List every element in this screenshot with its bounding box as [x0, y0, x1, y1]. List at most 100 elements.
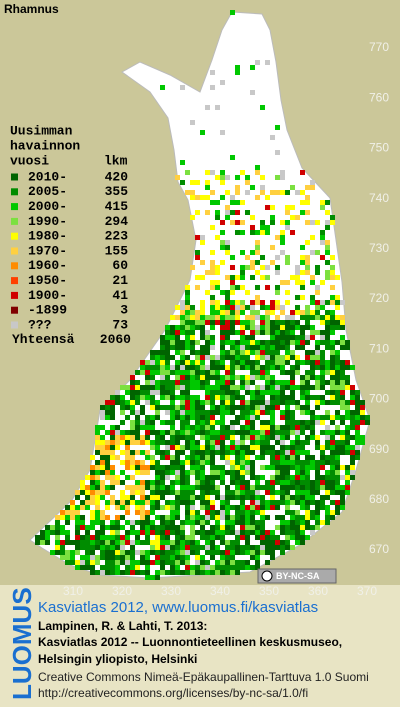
grid-square [230, 345, 235, 350]
grid-square [255, 60, 260, 65]
grid-square [205, 480, 210, 485]
grid-square [320, 505, 325, 510]
grid-square [230, 450, 235, 455]
grid-square [240, 330, 245, 335]
grid-square [230, 360, 235, 365]
grid-square [170, 355, 175, 360]
grid-square [325, 340, 330, 345]
grid-square [345, 340, 350, 345]
grid-square [245, 345, 250, 350]
grid-square [230, 420, 235, 425]
grid-square [220, 170, 225, 175]
grid-square [160, 490, 165, 495]
grid-square [135, 535, 140, 540]
grid-square [205, 270, 210, 275]
grid-square [220, 440, 225, 445]
grid-square [145, 500, 150, 505]
grid-square [215, 570, 220, 575]
grid-square [150, 375, 155, 380]
grid-square [210, 475, 215, 480]
grid-square [335, 385, 340, 390]
grid-square [180, 570, 185, 575]
grid-square [245, 355, 250, 360]
y-axis-label: 690 [369, 442, 389, 456]
grid-square [160, 405, 165, 410]
grid-square [160, 525, 165, 530]
grid-square [305, 385, 310, 390]
grid-square [250, 275, 255, 280]
grid-square [130, 435, 135, 440]
grid-square [210, 365, 215, 370]
grid-square [90, 455, 95, 460]
grid-square [175, 410, 180, 415]
grid-square [190, 460, 195, 465]
legend-heading: havainnon [10, 138, 80, 153]
grid-square [245, 515, 250, 520]
grid-square [320, 445, 325, 450]
grid-square [240, 470, 245, 475]
grid-square [275, 125, 280, 130]
grid-square [110, 425, 115, 430]
grid-square [340, 435, 345, 440]
grid-square [235, 320, 240, 325]
grid-square [180, 555, 185, 560]
license-url[interactable]: http://creativecommons.org/licenses/by-n… [38, 686, 308, 700]
grid-square [350, 425, 355, 430]
grid-square [355, 445, 360, 450]
grid-square [70, 540, 75, 545]
grid-square [135, 450, 140, 455]
grid-square [100, 445, 105, 450]
grid-square [140, 525, 145, 530]
grid-square [260, 500, 265, 505]
grid-square [185, 375, 190, 380]
grid-square [305, 305, 310, 310]
grid-square [245, 180, 250, 185]
grid-square [115, 555, 120, 560]
grid-square [240, 340, 245, 345]
grid-square [215, 450, 220, 455]
grid-square [320, 320, 325, 325]
grid-square [345, 345, 350, 350]
grid-square [305, 475, 310, 480]
grid-square [240, 500, 245, 505]
grid-square [195, 540, 200, 545]
grid-square [235, 505, 240, 510]
grid-square [235, 470, 240, 475]
grid-square [225, 425, 230, 430]
grid-square [305, 405, 310, 410]
grid-square [160, 535, 165, 540]
grid-square [225, 560, 230, 565]
grid-square [180, 365, 185, 370]
grid-square [175, 345, 180, 350]
grid-square [290, 500, 295, 505]
grid-square [275, 475, 280, 480]
grid-square [135, 540, 140, 545]
grid-square [240, 545, 245, 550]
grid-square [225, 305, 230, 310]
grid-square [125, 540, 130, 545]
grid-square [300, 200, 305, 205]
grid-square [290, 450, 295, 455]
grid-square [240, 565, 245, 570]
grid-square [280, 455, 285, 460]
grid-square [275, 300, 280, 305]
grid-square [220, 315, 225, 320]
grid-square [250, 565, 255, 570]
grid-square [180, 430, 185, 435]
grid-square [285, 360, 290, 365]
grid-square [210, 470, 215, 475]
atlas-link[interactable]: Kasviatlas 2012, www.luomus.fi/kasviatla… [38, 599, 318, 616]
grid-square [215, 320, 220, 325]
grid-square [280, 340, 285, 345]
grid-square [210, 515, 215, 520]
grid-square [280, 385, 285, 390]
grid-square [325, 345, 330, 350]
grid-square [315, 305, 320, 310]
grid-square [135, 550, 140, 555]
grid-square [235, 365, 240, 370]
grid-square [265, 320, 270, 325]
grid-square [260, 370, 265, 375]
grid-square [255, 410, 260, 415]
grid-square [95, 570, 100, 575]
grid-square [250, 440, 255, 445]
